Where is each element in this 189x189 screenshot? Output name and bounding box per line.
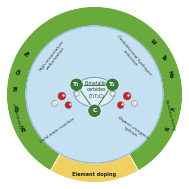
Circle shape xyxy=(74,91,79,96)
Circle shape xyxy=(132,101,137,106)
Text: Solid-state reaction: Solid-state reaction xyxy=(39,117,75,144)
Text: Cu: Cu xyxy=(14,104,20,112)
Text: Element doping: Element doping xyxy=(72,172,117,177)
Wedge shape xyxy=(50,154,139,183)
Wedge shape xyxy=(6,6,183,171)
Text: Hybridization: Hybridization xyxy=(13,101,24,128)
Text: C: C xyxy=(92,108,97,113)
Text: Organic-inorganic
hybrids: Organic-inorganic hybrids xyxy=(114,116,150,145)
Circle shape xyxy=(58,92,66,100)
Text: T₁: T₁ xyxy=(73,82,80,87)
Text: Mo: Mo xyxy=(167,70,174,79)
Circle shape xyxy=(26,26,163,163)
Text: Ti: Ti xyxy=(162,124,169,131)
Circle shape xyxy=(52,101,57,106)
Text: W: W xyxy=(149,38,156,46)
Circle shape xyxy=(117,102,124,108)
Wedge shape xyxy=(50,154,139,183)
Text: Ta: Ta xyxy=(160,54,167,62)
Text: Carbothermal hydrogen
reduction: Carbothermal hydrogen reduction xyxy=(112,34,152,79)
Ellipse shape xyxy=(74,77,115,107)
Text: Co: Co xyxy=(16,68,23,76)
Text: Nanostructuring: Nanostructuring xyxy=(164,98,176,131)
Circle shape xyxy=(110,91,115,96)
Circle shape xyxy=(123,92,131,100)
Text: V: V xyxy=(169,106,174,110)
Circle shape xyxy=(70,78,83,91)
Text: T₂: T₂ xyxy=(109,82,116,87)
Text: Fe: Fe xyxy=(24,49,32,57)
Text: Zn: Zn xyxy=(20,123,27,132)
Circle shape xyxy=(106,78,119,91)
Text: High-temperature
carburization: High-temperature carburization xyxy=(38,39,69,75)
Text: Ni: Ni xyxy=(14,84,19,91)
Text: Bimetallic
carbides
(T₁T₂C): Bimetallic carbides (T₁T₂C) xyxy=(85,81,107,98)
Circle shape xyxy=(88,104,101,118)
Circle shape xyxy=(65,102,72,108)
